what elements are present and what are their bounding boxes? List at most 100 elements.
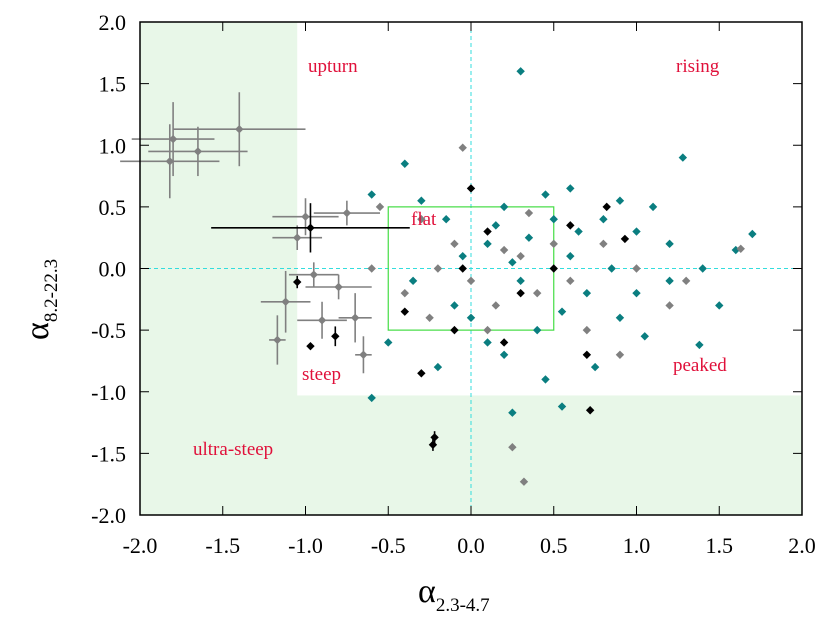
point — [450, 301, 459, 310]
point — [533, 325, 542, 335]
point — [516, 276, 525, 286]
point — [533, 288, 542, 298]
x-tick-label: -1.5 — [205, 533, 240, 558]
point — [615, 350, 625, 359]
point — [331, 332, 340, 341]
point — [541, 190, 550, 199]
point — [375, 202, 385, 212]
point — [293, 233, 302, 242]
annotation: flat — [411, 209, 437, 230]
point — [458, 143, 467, 152]
point — [607, 264, 616, 273]
point — [632, 264, 641, 273]
point — [417, 215, 426, 224]
x-tick-label: 2.0 — [788, 533, 816, 558]
point — [408, 276, 418, 286]
point — [458, 251, 467, 261]
point — [491, 221, 501, 230]
series — [367, 143, 745, 486]
point — [695, 340, 704, 350]
point — [665, 239, 674, 249]
point — [334, 282, 343, 292]
point — [698, 264, 707, 273]
point — [681, 276, 691, 286]
point — [557, 307, 567, 316]
point — [441, 215, 451, 224]
annotation: steep — [302, 364, 341, 385]
point — [425, 313, 434, 322]
y-tick-label: -1.0 — [91, 380, 126, 405]
point — [466, 276, 476, 286]
y-axis-subscript: 8.2-22.3 — [41, 259, 62, 322]
y-tick-label: 0.5 — [99, 195, 127, 220]
point — [516, 251, 525, 261]
point — [541, 375, 550, 384]
point — [599, 215, 608, 224]
point — [367, 190, 376, 199]
point — [350, 313, 360, 322]
y-tick-label: -1.5 — [91, 441, 126, 466]
point — [433, 362, 443, 372]
point — [367, 393, 376, 403]
x-tick-label: 0.5 — [540, 533, 568, 558]
point — [342, 208, 352, 218]
x-tick-label: -1.0 — [288, 533, 323, 558]
point — [599, 239, 608, 249]
point — [665, 301, 674, 310]
point — [499, 245, 509, 255]
point — [235, 125, 244, 134]
point — [736, 244, 745, 253]
point — [524, 208, 534, 218]
point — [566, 276, 575, 286]
point — [483, 227, 492, 236]
point — [400, 288, 409, 298]
point — [417, 369, 426, 378]
y-tick-label: 0.0 — [99, 257, 127, 282]
y-tick-label: 1.0 — [99, 133, 127, 158]
series — [367, 67, 757, 417]
point — [450, 325, 459, 335]
x-tick-label: -2.0 — [123, 533, 158, 558]
point — [508, 408, 517, 417]
point — [557, 402, 567, 411]
point — [384, 338, 393, 347]
y-tick-label: -2.0 — [91, 503, 126, 528]
x-axis-label: α2.3-4.7 — [418, 573, 490, 616]
series — [120, 92, 380, 374]
point — [590, 362, 600, 372]
series — [211, 184, 630, 451]
point — [499, 338, 509, 347]
point — [566, 184, 575, 193]
x-axis-subscript: 2.3-4.7 — [436, 595, 490, 616]
point — [400, 159, 409, 168]
point — [458, 264, 467, 273]
point — [574, 227, 583, 236]
point — [549, 264, 558, 273]
point — [306, 223, 315, 233]
point — [585, 406, 595, 415]
annotation: ultra-steep — [193, 439, 273, 460]
annotation: rising — [676, 56, 720, 77]
point — [483, 338, 492, 347]
point — [428, 440, 438, 449]
point — [317, 316, 327, 325]
point — [483, 239, 492, 249]
y-tick-label: 1.5 — [99, 72, 127, 97]
point — [516, 67, 525, 76]
point — [648, 202, 658, 212]
x-tick-label: -0.5 — [371, 533, 406, 558]
point — [466, 184, 476, 193]
y-axis-label: α8.2-22.3 — [19, 259, 62, 340]
point — [193, 147, 203, 156]
point — [367, 264, 376, 273]
point — [615, 313, 625, 322]
point — [499, 202, 509, 212]
point — [602, 202, 611, 212]
point — [400, 307, 409, 316]
x-axis-symbol: α — [418, 573, 436, 610]
point — [508, 258, 517, 267]
point — [450, 239, 459, 249]
y-tick-label: 2.0 — [99, 10, 127, 35]
point — [582, 350, 592, 359]
